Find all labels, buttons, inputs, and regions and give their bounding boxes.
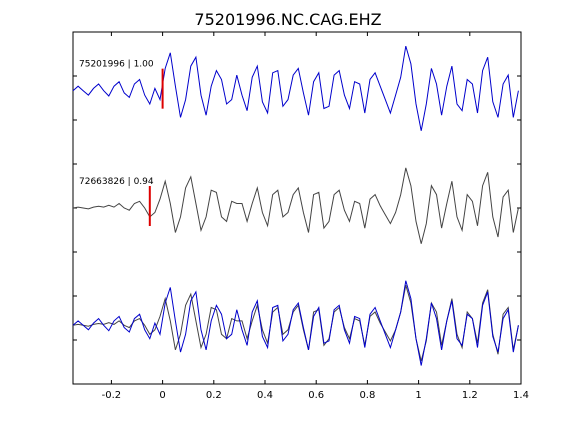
- chart-title: 75201996.NC.CAG.EHZ: [194, 10, 381, 29]
- x-tick-label: 1.2: [462, 390, 478, 401]
- trace-line: [72, 167, 519, 244]
- trace-line: [72, 45, 519, 131]
- trace-label: 72663826 | 0.94: [79, 177, 154, 187]
- x-tick-label: 0.2: [206, 390, 222, 401]
- trace-label: 75201996 | 1.00: [79, 60, 154, 70]
- x-axis: -0.2 0 0.2 0.4 0.6 0.8 1 1.2 1.4: [102, 32, 529, 401]
- x-tick-label: 0.8: [359, 390, 375, 401]
- traces: 75201996 | 1.00 72663826 | 0.94: [72, 45, 519, 366]
- x-tick-label: -0.2: [102, 390, 122, 401]
- plot-frame: [72, 31, 522, 385]
- overlay-trace-line: [72, 285, 519, 362]
- x-tick-label: 1.4: [513, 390, 529, 401]
- x-tick-label: 0.6: [308, 390, 324, 401]
- x-tick-label: 1: [415, 390, 421, 401]
- overlay-trace-line: [72, 280, 519, 366]
- y-ticks: [73, 75, 521, 341]
- x-tick-label: 0: [159, 390, 165, 401]
- x-tick-label: 0.4: [257, 390, 273, 401]
